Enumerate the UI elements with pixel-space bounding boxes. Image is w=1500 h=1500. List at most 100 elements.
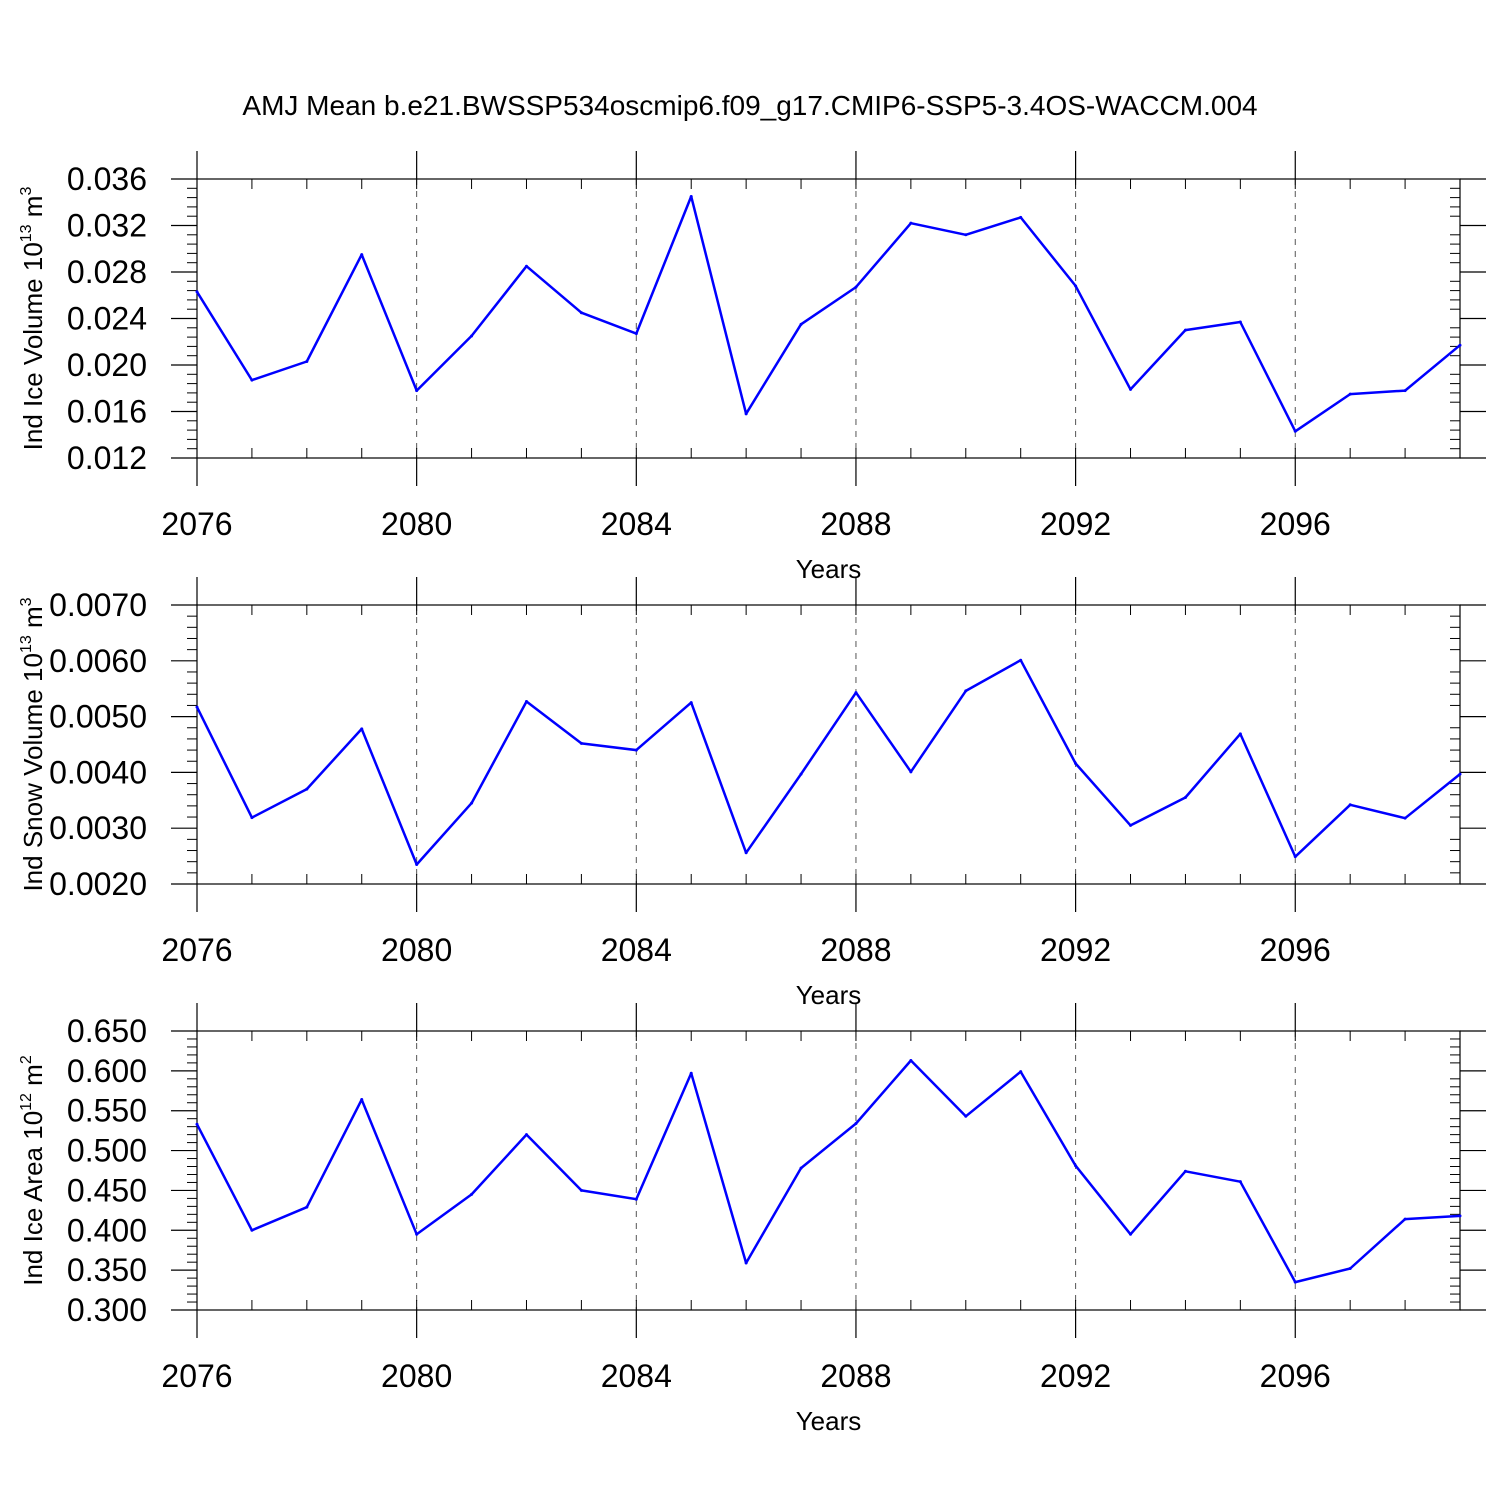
y-axis-label-text: Ind Ice Area 10 bbox=[18, 1111, 48, 1286]
data-point bbox=[1238, 320, 1242, 324]
data-point bbox=[250, 816, 254, 820]
y-axis-label: Ind Ice Area 1012 m2 bbox=[18, 1055, 48, 1286]
data-point bbox=[634, 748, 638, 752]
data-series-line bbox=[195, 1059, 1461, 1284]
y-tick-label: 0.350 bbox=[67, 1252, 147, 1288]
x-axis-label: Years bbox=[796, 980, 862, 1010]
y-tick-label: 0.0050 bbox=[49, 699, 147, 735]
x-tick-label: 2076 bbox=[161, 506, 232, 542]
y-tick-label: 0.450 bbox=[67, 1172, 147, 1208]
data-point bbox=[360, 1098, 364, 1102]
data-point bbox=[579, 1188, 583, 1192]
data-point bbox=[415, 1232, 419, 1236]
data-point bbox=[1348, 1267, 1352, 1271]
data-point bbox=[854, 691, 858, 695]
data-point bbox=[744, 412, 748, 416]
x-tick-label: 2092 bbox=[1040, 932, 1111, 968]
y-tick-label: 0.300 bbox=[67, 1292, 147, 1328]
data-point bbox=[524, 1133, 528, 1137]
x-tick-label: 2084 bbox=[601, 506, 672, 542]
data-point bbox=[579, 741, 583, 745]
x-tick-label: 2088 bbox=[820, 506, 891, 542]
data-point bbox=[1019, 1070, 1023, 1074]
data-point bbox=[1074, 284, 1078, 288]
data-point bbox=[689, 1071, 693, 1075]
data-point bbox=[964, 233, 968, 237]
data-point bbox=[964, 1114, 968, 1118]
data-point bbox=[1129, 387, 1133, 391]
y-tick-label: 0.012 bbox=[67, 440, 147, 476]
y-axis-label: Ind Ice Volume 1013 m3 bbox=[18, 187, 48, 451]
data-point bbox=[1403, 1217, 1407, 1221]
data-series-line bbox=[195, 195, 1461, 433]
data-point bbox=[1293, 429, 1297, 433]
data-point bbox=[524, 264, 528, 268]
data-point bbox=[1238, 732, 1242, 736]
data-point bbox=[360, 253, 364, 257]
x-tick-label: 2096 bbox=[1260, 1358, 1331, 1394]
y-tick-label: 0.0020 bbox=[49, 866, 147, 902]
x-tick-label: 2096 bbox=[1260, 506, 1331, 542]
data-point bbox=[1348, 392, 1352, 396]
data-point bbox=[195, 705, 199, 709]
y-tick-label: 0.020 bbox=[67, 347, 147, 383]
data-point bbox=[524, 700, 528, 704]
x-tick-label: 2092 bbox=[1040, 1358, 1111, 1394]
y-tick-label: 0.600 bbox=[67, 1053, 147, 1089]
data-point bbox=[1129, 1232, 1133, 1236]
data-point bbox=[1074, 761, 1078, 765]
data-point bbox=[1238, 1180, 1242, 1184]
data-point bbox=[470, 801, 474, 805]
x-tick-label: 2088 bbox=[820, 1358, 891, 1394]
data-point bbox=[470, 334, 474, 338]
y-axis-label-text: Ind Snow Volume 10 bbox=[18, 653, 48, 892]
plot-frame bbox=[196, 604, 1461, 885]
y-tick-label: 0.0060 bbox=[49, 643, 147, 679]
y-axis-label-unit-exponent: 2 bbox=[18, 1055, 35, 1064]
data-point bbox=[1403, 389, 1407, 393]
x-axis-label: Years bbox=[796, 554, 862, 584]
x-tick-label: 2080 bbox=[381, 506, 452, 542]
chart-panel-2: 2076 2080 2084 2088 2092 2096 0.0020 0.0030 0.00… bbox=[18, 577, 1486, 1010]
x-axis-label: Years bbox=[796, 1406, 862, 1436]
y-axis-label-exponent: 13 bbox=[18, 224, 35, 242]
data-point bbox=[744, 1261, 748, 1265]
data-point bbox=[744, 851, 748, 855]
data-point bbox=[964, 689, 968, 693]
data-point bbox=[1129, 823, 1133, 827]
data-point bbox=[634, 332, 638, 336]
data-point bbox=[415, 862, 419, 866]
data-point bbox=[909, 221, 913, 225]
data-series-line bbox=[195, 658, 1461, 866]
y-axis-label-text: Ind Ice Volume 10 bbox=[18, 242, 48, 450]
data-point bbox=[909, 770, 913, 774]
data-point bbox=[1019, 658, 1023, 662]
data-point bbox=[799, 772, 803, 776]
data-point bbox=[305, 360, 309, 364]
data-point bbox=[1183, 1169, 1187, 1173]
y-axis-label-exponent: 13 bbox=[18, 635, 35, 653]
x-tick-label: 2076 bbox=[161, 932, 232, 968]
y-tick-label: 0.032 bbox=[67, 208, 147, 244]
data-point bbox=[415, 389, 419, 393]
y-axis-label-unit: m bbox=[18, 1064, 48, 1093]
data-point bbox=[195, 1122, 199, 1126]
data-point bbox=[909, 1058, 913, 1062]
y-tick-label: 0.036 bbox=[67, 161, 147, 197]
y-tick-label: 0.400 bbox=[67, 1212, 147, 1248]
y-axis-label-exponent: 12 bbox=[18, 1093, 35, 1111]
y-axis-label-unit: m bbox=[18, 606, 48, 635]
data-point bbox=[470, 1192, 474, 1196]
y-axis-label: Ind Snow Volume 1013 m3 bbox=[18, 597, 48, 891]
y-axis-label-unit: m bbox=[18, 196, 48, 225]
y-tick-label: 0.0070 bbox=[49, 587, 147, 623]
y-axis-label-unit-exponent: 3 bbox=[18, 597, 35, 606]
data-point bbox=[195, 290, 199, 294]
y-tick-label: 0.500 bbox=[67, 1133, 147, 1169]
data-point bbox=[799, 322, 803, 326]
data-point bbox=[305, 1205, 309, 1209]
data-point bbox=[799, 1166, 803, 1170]
data-point bbox=[1074, 1164, 1078, 1168]
chart-panel-1: 2076 2080 2084 2088 2092 2096 0.012 0.016 0.020 0… bbox=[18, 151, 1486, 584]
y-tick-label: 0.0030 bbox=[49, 810, 147, 846]
